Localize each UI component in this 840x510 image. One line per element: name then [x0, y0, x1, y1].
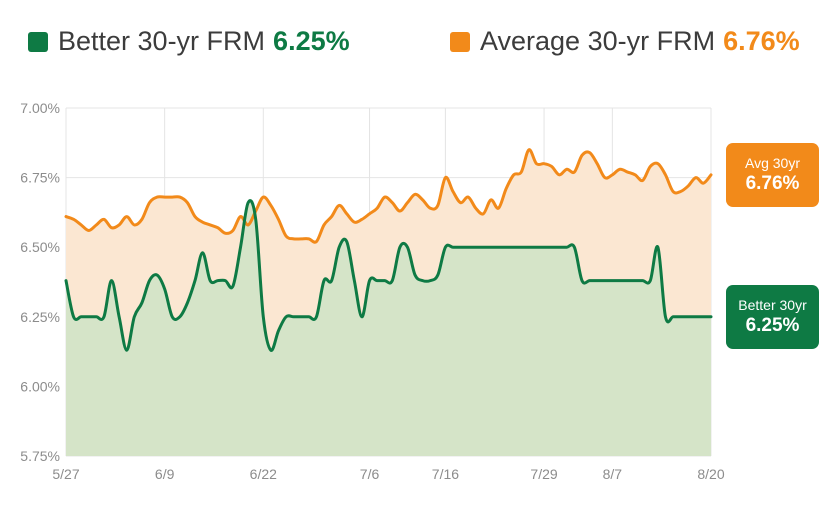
legend-value-better: 6.25% [273, 26, 350, 56]
legend-swatch-average [450, 31, 470, 52]
legend-value-average: 6.76% [723, 26, 800, 56]
y-tick-label: 6.50% [20, 239, 60, 255]
legend-label-average: Average 30-yr FRM [480, 26, 716, 56]
line-better-30-yr-frm [64, 199, 713, 352]
legend-item-better[interactable]: Better 30-yr FRM 6.25% [28, 26, 350, 57]
x-tick-label: 6/9 [155, 466, 175, 482]
legend-label-better: Better 30-yr FRM [58, 26, 266, 56]
x-tick-label: 6/22 [250, 466, 277, 482]
x-tick-label: 7/6 [360, 466, 380, 482]
area-better-30-yr-frm [66, 200, 711, 456]
avg-rate-badge: Avg 30yr 6.76% [726, 143, 819, 207]
y-tick-label: 6.25% [20, 309, 60, 325]
y-tick-label: 6.75% [20, 170, 60, 186]
better-badge-value: 6.25% [745, 315, 800, 336]
better-rate-badge: Better 30yr 6.25% [726, 285, 819, 349]
avg-badge-label: Avg 30yr [745, 155, 800, 171]
legend-item-average[interactable]: Average 30-yr FRM 6.76% [450, 26, 800, 57]
x-tick-label: 8/7 [603, 466, 623, 482]
y-tick-label: 5.75% [20, 448, 60, 464]
line-average-30-yr-frm [64, 148, 713, 244]
avg-badge-value: 6.76% [745, 173, 800, 194]
chart-legend: Better 30-yr FRM 6.25% Average 30-yr FRM… [0, 26, 840, 72]
x-tick-label: 8/20 [697, 466, 724, 482]
x-tick-label: 7/29 [530, 466, 557, 482]
x-tick-label: 7/16 [432, 466, 459, 482]
y-tick-label: 6.00% [20, 378, 60, 394]
better-badge-label: Better 30yr [738, 297, 807, 313]
y-tick-label: 7.00% [20, 100, 60, 116]
x-tick-label: 5/27 [52, 466, 79, 482]
legend-swatch-better [28, 31, 48, 52]
